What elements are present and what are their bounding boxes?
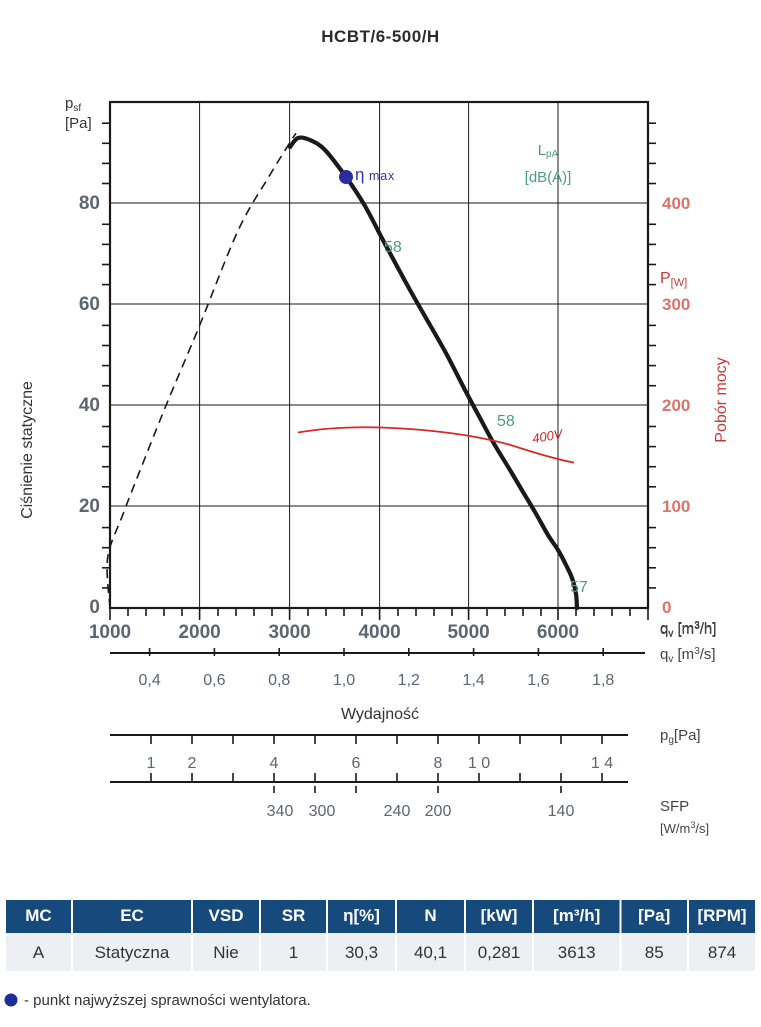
svg-text:8: 8 — [434, 755, 443, 772]
svg-text:30,3: 30,3 — [345, 943, 378, 962]
svg-text:- punkt najwyższej sprawności: - punkt najwyższej sprawności wentylator… — [24, 992, 311, 1009]
svg-text:pg[Pa]: pg[Pa] — [660, 727, 701, 746]
svg-text:1,0: 1,0 — [333, 672, 355, 689]
svg-text:0,6: 0,6 — [203, 672, 225, 689]
svg-text:[dB(A)]: [dB(A)] — [525, 169, 572, 186]
svg-text:1,2: 1,2 — [398, 672, 420, 689]
svg-text:400: 400 — [662, 194, 690, 213]
svg-text:N: N — [424, 906, 436, 925]
svg-text:340: 340 — [267, 803, 294, 820]
svg-text:200: 200 — [662, 396, 690, 415]
svg-text:58: 58 — [384, 239, 402, 256]
svg-text:A: A — [33, 943, 45, 962]
svg-text:140: 140 — [548, 803, 575, 820]
svg-text:[W/m3/s]: [W/m3/s] — [660, 820, 709, 836]
svg-text:max: max — [369, 169, 395, 183]
svg-text:η[%]: η[%] — [343, 906, 380, 925]
svg-text:300: 300 — [662, 295, 690, 314]
svg-text:1,4: 1,4 — [462, 672, 484, 689]
svg-text:57: 57 — [570, 579, 588, 596]
svg-text:0: 0 — [662, 598, 671, 617]
svg-text:qv [m3/s]: qv [m3/s] — [660, 646, 716, 665]
svg-text:SFP: SFP — [660, 798, 689, 815]
svg-text:3000: 3000 — [268, 622, 310, 643]
svg-text:874: 874 — [708, 943, 736, 962]
svg-text:0,8: 0,8 — [268, 672, 290, 689]
svg-text:85: 85 — [645, 943, 664, 962]
svg-text:[RPM]: [RPM] — [697, 906, 746, 925]
svg-text:20: 20 — [79, 496, 100, 517]
svg-text:[Pa]: [Pa] — [65, 115, 92, 132]
svg-text:1,6: 1,6 — [527, 672, 549, 689]
svg-text:Nie: Nie — [213, 943, 239, 962]
svg-text:MC: MC — [25, 906, 51, 925]
svg-text:1,8: 1,8 — [592, 672, 614, 689]
svg-text:40,1: 40,1 — [414, 943, 447, 962]
svg-text:SR: SR — [282, 906, 306, 925]
svg-text:200: 200 — [425, 803, 452, 820]
svg-text:60: 60 — [79, 294, 100, 315]
svg-text:300: 300 — [309, 803, 336, 820]
svg-text:5000: 5000 — [447, 622, 489, 643]
svg-text:400V: 400V — [531, 426, 565, 446]
svg-text:η: η — [355, 165, 364, 184]
svg-text:3613: 3613 — [558, 943, 596, 962]
svg-text:1: 1 — [289, 943, 298, 962]
svg-text:0,4: 0,4 — [138, 672, 160, 689]
svg-text:EC: EC — [120, 906, 144, 925]
svg-text:1000: 1000 — [89, 622, 131, 643]
svg-text:LpA: LpA — [538, 142, 559, 160]
svg-text:Statyczna: Statyczna — [95, 943, 170, 962]
svg-text:4000: 4000 — [358, 622, 400, 643]
svg-text:0,281: 0,281 — [478, 943, 521, 962]
svg-text:1 4: 1 4 — [591, 755, 613, 772]
svg-text:qv [m3/h]: qv [m3/h] — [660, 621, 716, 640]
svg-text:psf: psf — [65, 95, 81, 114]
svg-text:2000: 2000 — [178, 622, 220, 643]
svg-text:58: 58 — [497, 413, 515, 430]
svg-text:80: 80 — [79, 193, 100, 214]
svg-text:Ciśnienie statyczne: Ciśnienie statyczne — [19, 381, 36, 519]
svg-text:6: 6 — [352, 755, 361, 772]
svg-text:[m³/h]: [m³/h] — [553, 906, 600, 925]
svg-text:1 0: 1 0 — [468, 755, 490, 772]
svg-text:2: 2 — [188, 755, 197, 772]
svg-text:40: 40 — [79, 395, 100, 416]
svg-text:0: 0 — [89, 597, 100, 618]
svg-text:Wydajność: Wydajność — [341, 706, 419, 723]
svg-text:Pobór mocy: Pobór mocy — [713, 357, 730, 442]
svg-text:4: 4 — [270, 755, 279, 772]
svg-text:[Pa]: [Pa] — [638, 906, 670, 925]
svg-text:P[W]: P[W] — [660, 270, 687, 289]
svg-text:6000: 6000 — [537, 622, 579, 643]
svg-text:100: 100 — [662, 497, 690, 516]
svg-text:[kW]: [kW] — [481, 906, 518, 925]
svg-text:1: 1 — [147, 755, 156, 772]
svg-text:VSD: VSD — [209, 906, 244, 925]
svg-text:240: 240 — [384, 803, 411, 820]
